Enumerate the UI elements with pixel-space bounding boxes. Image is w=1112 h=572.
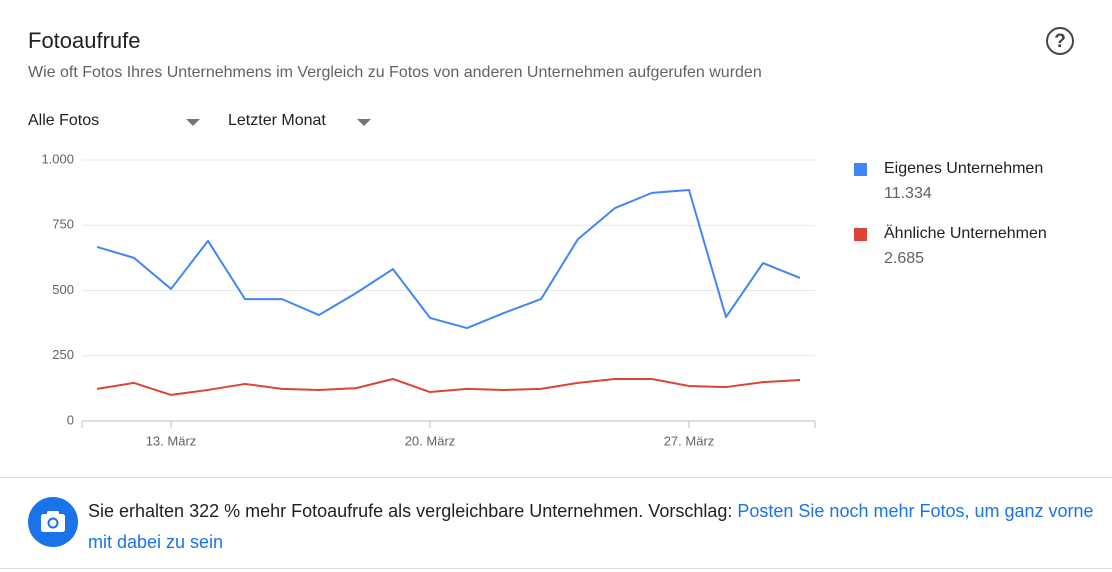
y-tick-label: 250 [52,347,74,362]
legend-label: Eigenes Unternehmen [884,160,1044,177]
data-line [96,189,801,330]
chart: 0 250 500 750 1.000 13. März 20. März 27. März [41,151,816,448]
y-tick-label: 750 [52,217,74,232]
card-border [0,568,1112,569]
divider [0,477,1112,478]
card-title: Fotoaufrufe [28,28,141,53]
help-icon[interactable]: ? [1046,27,1074,55]
y-tick-label: 500 [52,282,74,297]
legend-swatch [854,228,867,241]
camera-icon [28,497,78,547]
insight-message: Sie erhalten 322 % mehr Fotoaufrufe als … [88,501,738,521]
insight-text: Sie erhalten 322 % mehr Fotoaufrufe als … [88,496,1098,558]
legend-total: 2.685 [884,250,925,267]
x-tick-label: 13. März [146,433,197,448]
period-filter[interactable]: Letzter Monat [228,112,326,129]
legend-label: Ähnliche Unternehmen [884,225,1047,242]
legend-total: 11.334 [884,185,932,202]
insight-link[interactable]: Posten Sie noch mehr Fotos, um ganz vorn… [88,501,1094,552]
y-tick-label: 0 [67,412,74,427]
data-line [96,377,801,396]
y-tick-label: 1.000 [41,151,74,166]
x-tick-label: 20. März [405,433,456,448]
card-subtitle: Wie oft Fotos Ihres Unternehmens im Verg… [28,64,762,81]
dropdown-arrow[interactable] [186,119,200,126]
legend-swatch [854,163,867,176]
dropdown-arrow[interactable] [357,119,371,126]
photo-filter[interactable]: Alle Fotos [28,112,100,129]
x-tick-label: 27. März [664,433,715,448]
